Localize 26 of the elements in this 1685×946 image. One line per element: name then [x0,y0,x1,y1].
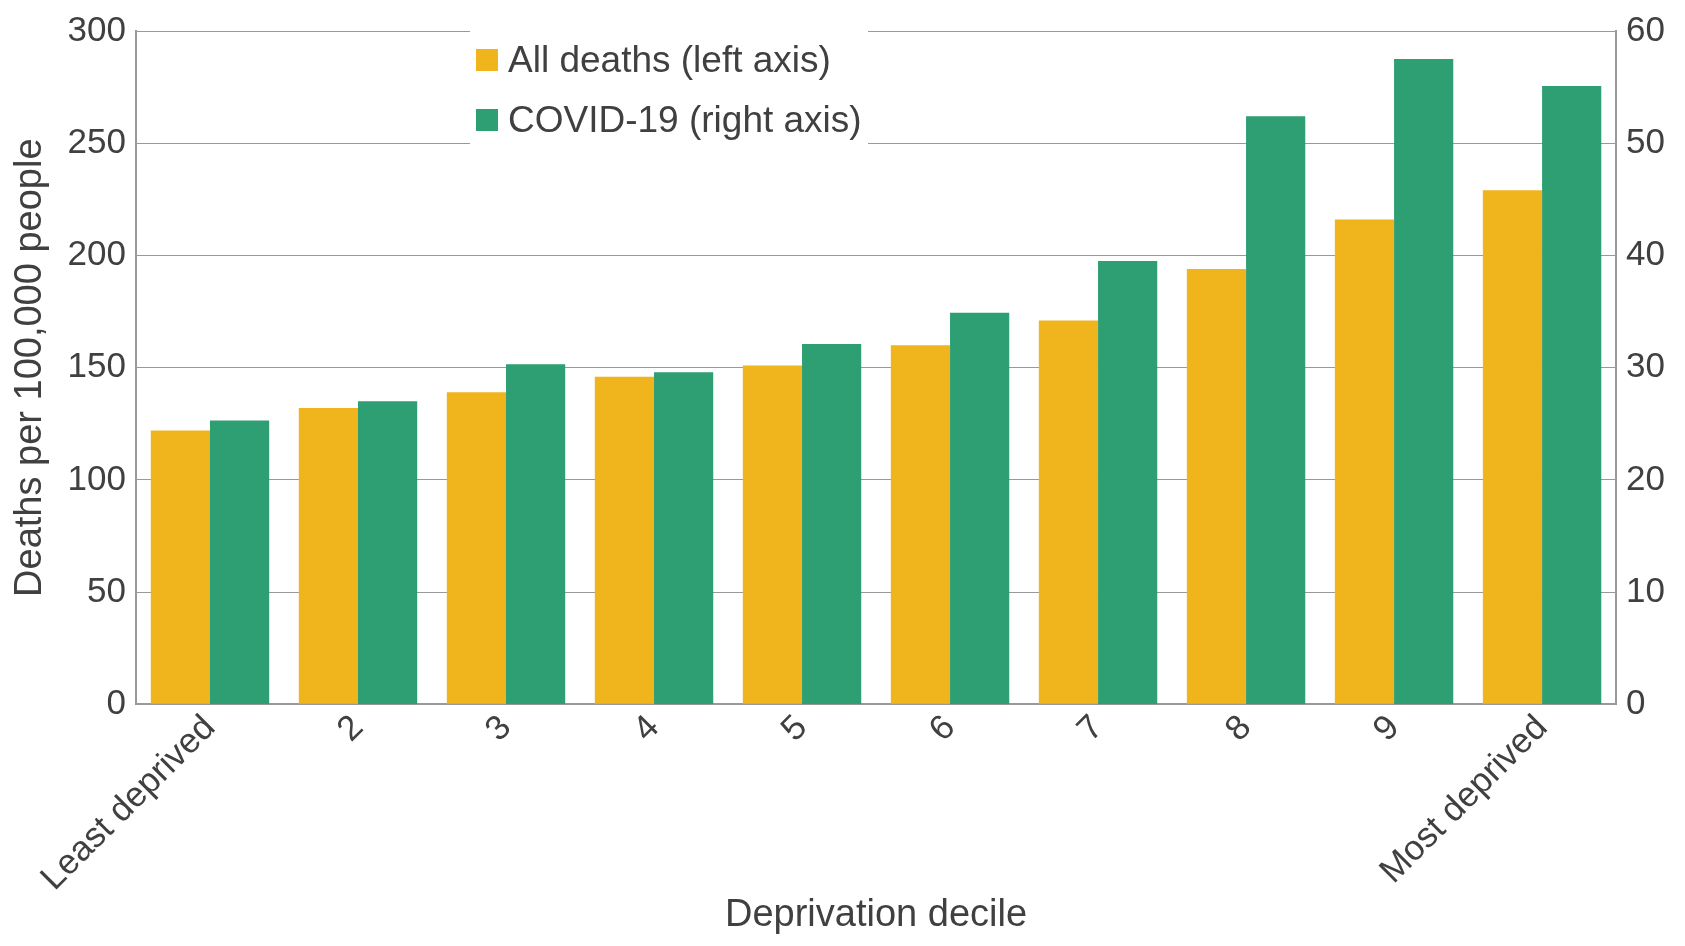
x-tick-label: 5 [772,706,814,748]
y-tick-label: 50 [87,569,126,609]
x-tick-label: 9 [1364,706,1406,748]
y2-tick-label: 20 [1626,457,1666,497]
y2-tick-label: 30 [1626,345,1666,385]
y2-tick-label: 60 [1626,8,1666,48]
x-tick-label: 3 [476,706,518,748]
y2-tick-label: 40 [1626,233,1666,273]
y-tick-label: 250 [67,120,126,160]
x-tick-label: 6 [920,706,962,748]
y-tick-label: 150 [67,345,126,385]
y2-tick-label: 50 [1626,120,1666,160]
y-axis-title: Deaths per 100,000 people [7,138,50,597]
y-tick-label: 0 [106,682,126,721]
y-tick-label: 100 [67,457,126,497]
y2-tick-label: 0 [1626,682,1646,721]
legend-label: COVID-19 (right axis) [508,98,862,142]
x-tick-label: 8 [1216,706,1258,748]
y-tick-label: 200 [67,233,126,273]
x-tick-label: 7 [1068,706,1110,748]
x-tick-label: 4 [624,706,666,748]
y-tick-label: 300 [67,8,126,48]
x-axis-title: Deprivation decile [725,891,1028,934]
legend-label: All deaths (left axis) [508,38,831,82]
y2-tick-label: 10 [1626,569,1666,609]
x-tick-label: 2 [328,706,370,748]
